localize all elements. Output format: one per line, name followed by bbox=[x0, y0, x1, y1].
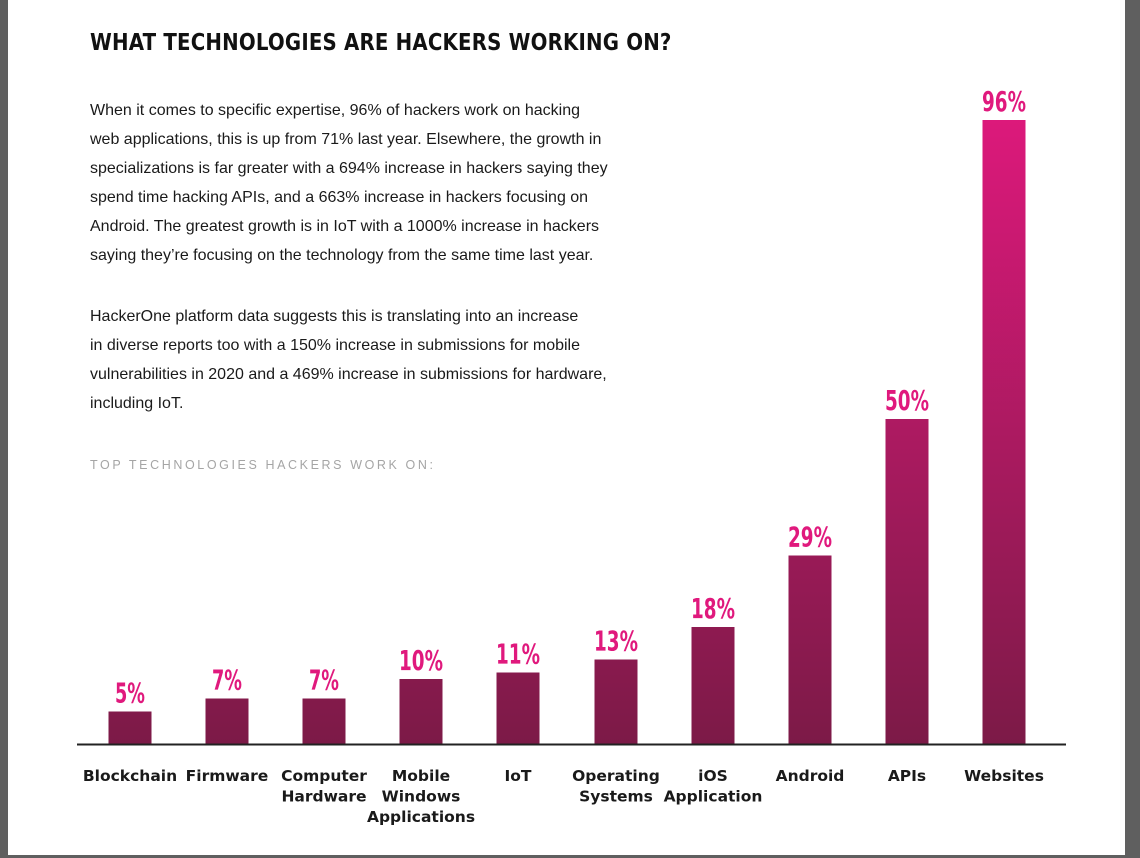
paragraph-line: web applications, this is up from 71% la… bbox=[90, 131, 602, 148]
data-label: 7% bbox=[309, 664, 339, 697]
data-label: 18% bbox=[691, 592, 735, 625]
paragraph-line: vulnerabilities in 2020 and a 469% incre… bbox=[90, 366, 607, 383]
category-label: Operating bbox=[572, 767, 660, 785]
chart-title: TOP TECHNOLOGIES HACKERS WORK ON: bbox=[90, 458, 436, 472]
data-label: 29% bbox=[788, 521, 832, 554]
category-label: Windows bbox=[382, 788, 461, 806]
bar bbox=[302, 698, 346, 744]
bars-layer bbox=[108, 120, 1026, 744]
bar bbox=[205, 698, 249, 744]
paragraph-line: including IoT. bbox=[90, 395, 184, 412]
page-title: WHAT TECHNOLOGIES ARE HACKERS WORKING ON… bbox=[90, 30, 672, 56]
category-label: Mobile bbox=[392, 767, 450, 785]
category-label: Hardware bbox=[281, 788, 366, 806]
data-label: 10% bbox=[399, 644, 443, 677]
bar bbox=[594, 659, 638, 744]
paragraph-line: specializations is far greater with a 69… bbox=[90, 160, 608, 177]
category-label: Websites bbox=[964, 767, 1044, 785]
data-label: 5% bbox=[115, 677, 145, 710]
paragraph-line: When it comes to specific expertise, 96%… bbox=[90, 102, 580, 119]
data-label: 13% bbox=[594, 625, 638, 658]
bar bbox=[982, 120, 1026, 744]
bar bbox=[788, 555, 832, 744]
paragraph-line: HackerOne platform data suggests this is… bbox=[90, 308, 579, 325]
value-labels-layer: 5% 7% 7% 10% 11% 13% 18% 29% 50% 96% bbox=[115, 85, 1026, 710]
category-label: Application bbox=[664, 788, 763, 806]
bar bbox=[108, 711, 152, 744]
category-label: iOS bbox=[698, 767, 728, 785]
category-labels-layer: Blockchain Firmware Computer Hardware Mobile… bbox=[83, 767, 1044, 826]
paragraph-line: saying they’re focusing on the technolog… bbox=[90, 247, 594, 264]
paragraph-line: in diverse reports too with a 150% incre… bbox=[90, 337, 581, 354]
category-label: APIs bbox=[888, 767, 926, 785]
platform-data-paragraph: HackerOne platform data suggests this is… bbox=[90, 302, 690, 418]
data-label: 11% bbox=[496, 638, 540, 671]
report-page: WHAT TECHNOLOGIES ARE HACKERS WORKING ON… bbox=[8, 0, 1125, 855]
bar bbox=[496, 672, 540, 744]
category-label: IoT bbox=[505, 767, 532, 785]
intro-paragraph: When it comes to specific expertise, 96%… bbox=[90, 96, 690, 270]
bar bbox=[691, 627, 735, 744]
category-label: Android bbox=[776, 767, 845, 785]
data-label: 7% bbox=[212, 664, 242, 697]
category-label: Blockchain bbox=[83, 767, 177, 785]
bar bbox=[885, 419, 929, 744]
category-label: Systems bbox=[579, 788, 653, 806]
data-label: 96% bbox=[982, 85, 1026, 118]
paragraph-line: Android. The greatest growth is in IoT w… bbox=[90, 218, 600, 235]
data-label: 50% bbox=[885, 384, 929, 417]
category-label: Applications bbox=[367, 808, 475, 826]
bar bbox=[399, 679, 443, 744]
paragraph-line: spend time hacking APIs, and a 663% incr… bbox=[90, 189, 589, 206]
category-label: Computer bbox=[281, 767, 367, 785]
category-label: Firmware bbox=[186, 767, 269, 785]
